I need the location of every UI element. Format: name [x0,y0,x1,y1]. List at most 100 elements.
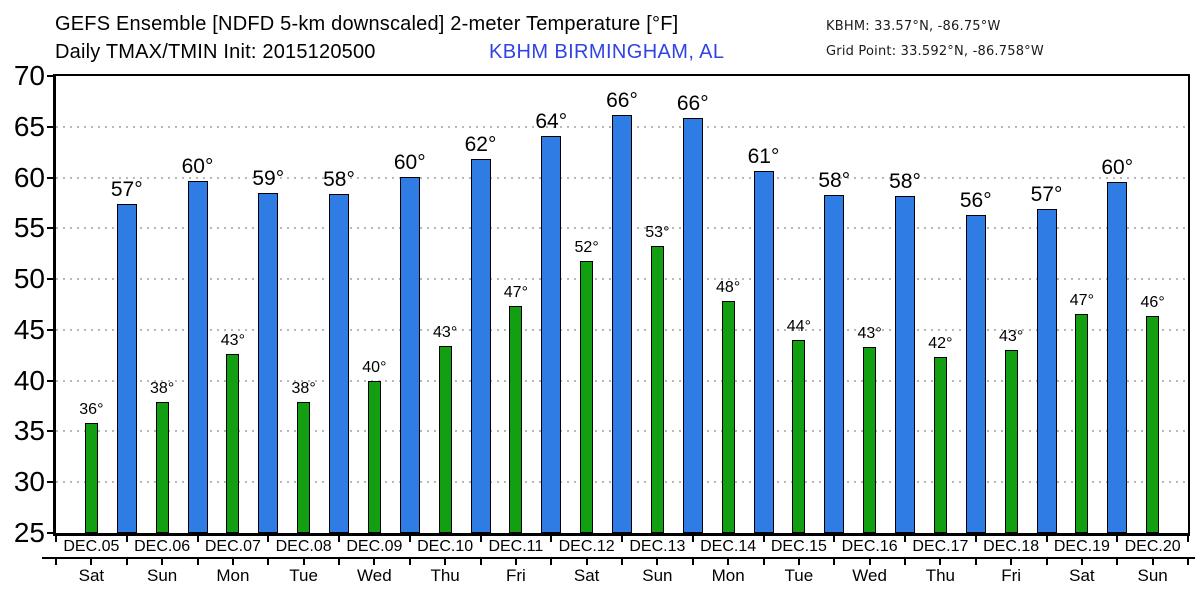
date-label: DEC.13 [629,538,686,555]
y-tick [47,328,56,331]
date-tick [408,536,411,542]
date-tick [1045,536,1048,542]
y-tick [47,227,56,230]
y-tick [47,379,56,382]
halfday-tick [196,559,199,565]
tmin-value-label: 44° [786,318,811,336]
tmin-bar [1004,350,1018,533]
y-tick-label: 45 [13,313,45,345]
tmin-bar [580,260,594,533]
tmax-value-label: 66° [606,88,638,112]
tmax-value-label: 60° [393,150,426,174]
date-label: DEC.18 [983,538,1040,555]
date-tick [479,536,482,542]
tmax-value-label: 59° [252,166,285,190]
halfday-tick [55,559,57,565]
tmax-value-label: 57° [110,177,143,201]
tmin-value-label: 46° [1140,293,1165,311]
halfday-tick [550,559,553,565]
tmin-value-label: 47° [1069,291,1094,309]
halfday-tick [691,559,694,565]
tmax-value-label: 58° [889,169,921,193]
date-label: DEC.06 [134,538,191,555]
halfday-tick [514,559,517,565]
weekday-label: Wed [357,566,392,585]
tmax-value-label: 60° [181,154,214,178]
tmax-bar [329,193,349,533]
tmin-value-label: 48° [716,279,741,297]
weekday-label: Thu [925,566,956,585]
halfday-tick [479,559,482,565]
weekday-label: Mon [216,566,250,585]
date-label: DEC.17 [912,538,969,555]
date-label: DEC.07 [204,538,261,555]
halfday-tick [585,559,588,565]
date-tick [267,536,270,542]
halfday-tick [1045,559,1048,565]
station-name: KBHM BIRMINGHAM, AL [489,41,725,63]
halfday-tick [1151,559,1154,565]
tmax-bar [116,203,137,533]
plot-area: 36° 57° 38° 60° 43° 59° 38° 58° 40° 60° 43° 62° 47° 6… [53,74,1190,536]
tmax-bar [187,180,208,533]
tmin-value-label: 40° [362,358,387,376]
date-tick [833,536,836,542]
tmin-bar [297,401,311,533]
y-tick [47,481,56,484]
y-tick [47,176,56,179]
tmax-bar [612,114,632,533]
date-tick [1116,536,1119,542]
date-label: DEC.14 [700,538,757,555]
tmax-value-label: 61° [747,145,780,169]
y-tick-label: 35 [13,415,45,447]
weekday-label: Sun [642,566,673,585]
weekday-label: Tue [784,566,814,585]
date-label: DEC.05 [63,538,120,555]
date-label: DEC.15 [770,538,827,555]
tmin-value-label: 43° [433,324,458,342]
date-tick [550,536,553,542]
station-coords: KBHM: 33.57°N, -86.75°W [826,19,1001,34]
tmin-value-label: 36° [79,401,104,419]
tmin-value-label: 47° [503,283,528,301]
tmax-bar [1036,209,1057,533]
tmax-bar [258,192,279,533]
tmax-bar [399,176,420,533]
tmin-bar [721,301,735,533]
tmin-bar [792,340,806,533]
weekday-label: Sat [573,566,600,585]
y-tick [47,125,56,128]
tmax-value-label: 56° [959,189,992,213]
tmax-bar [824,194,845,533]
weekday-label: Thu [430,566,460,585]
date-tick [691,536,694,542]
tmin-value-label: 53° [645,223,670,241]
weekday-label: Tue [289,566,318,585]
y-tick [47,278,56,281]
date-tick [55,536,57,542]
tmin-value-label: 42° [928,335,953,353]
halfday-tick [868,559,871,565]
tmax-value-label: 58° [818,168,851,192]
tmin-bar [509,305,523,533]
tmin-bar [226,354,240,533]
date-tick [621,536,623,542]
date-label: DEC.10 [417,538,474,555]
grid-point-coords: Grid Point: 33.592°N, -86.758°W [826,44,1044,59]
tmin-value-label: 38° [291,379,316,397]
date-tick [338,536,340,542]
halfday-tick [267,559,270,565]
tmin-bar [1146,315,1160,533]
tmax-bar [895,195,915,533]
y-tick [47,532,56,534]
tmax-value-label: 66° [676,91,709,115]
weekday-label: Sat [1069,566,1095,585]
tmin-value-label: 52° [574,238,599,256]
y-tick [47,430,56,433]
halfday-tick [444,559,447,565]
y-tick-label: 25 [13,517,45,548]
weekday-label: Sun [147,566,178,585]
halfday-tick [1187,559,1189,565]
tmin-value-label: 43° [220,332,245,350]
